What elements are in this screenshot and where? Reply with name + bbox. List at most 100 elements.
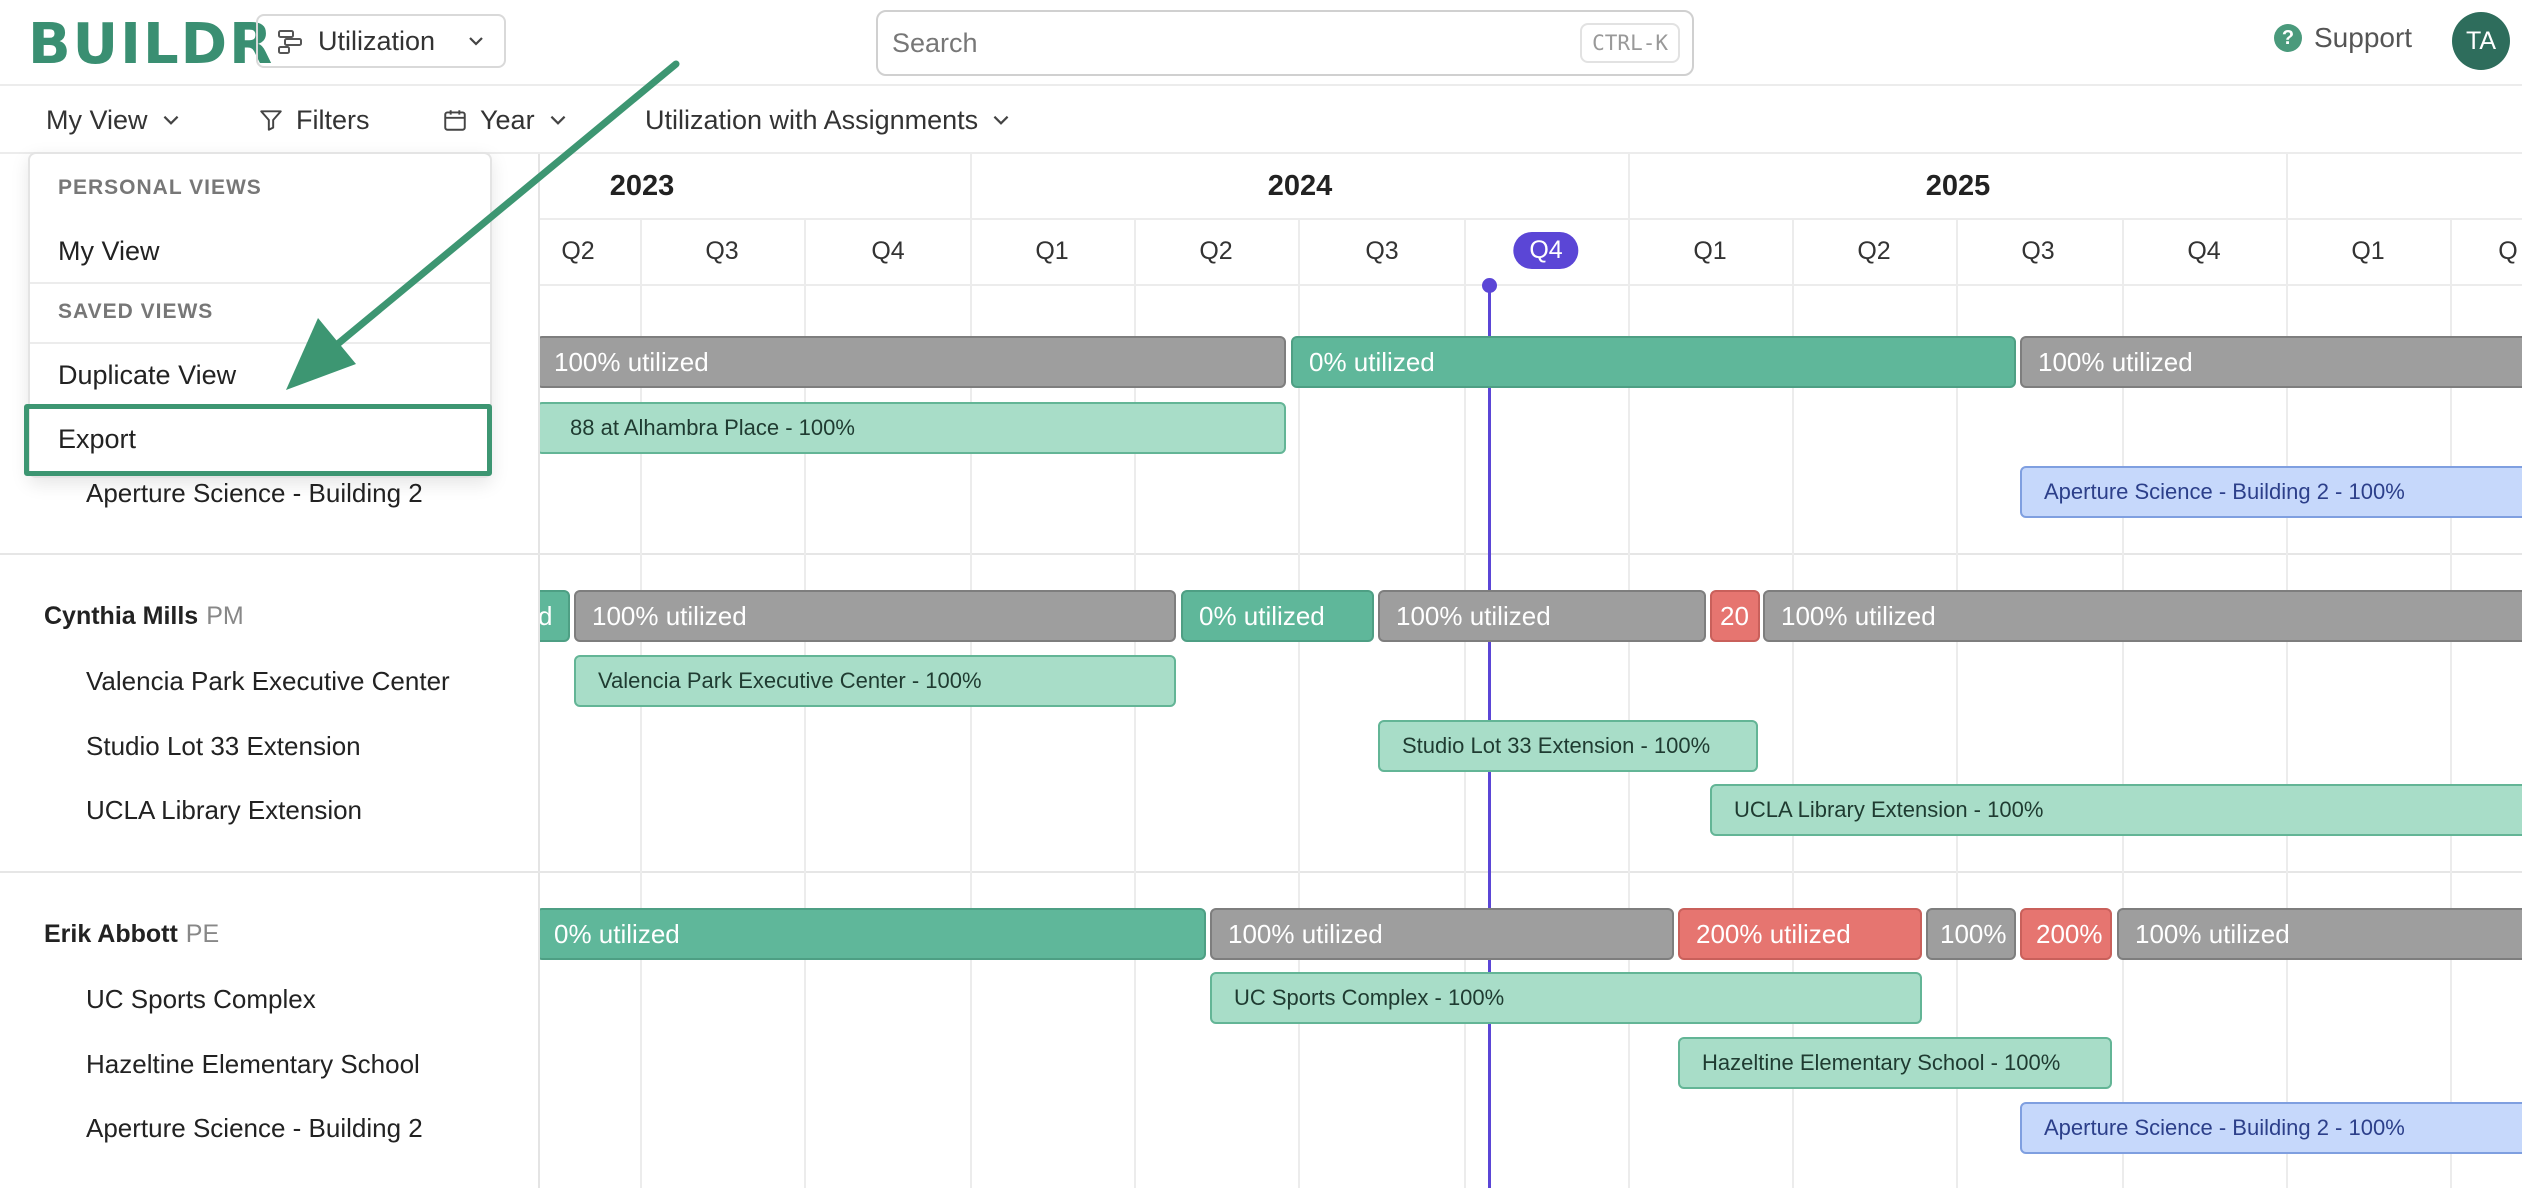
quarter-label: Q4: [871, 237, 905, 265]
person-row-cynthia-mills[interactable]: Cynthia Mills PM: [44, 602, 244, 631]
person-name: Erik Abbott: [44, 920, 178, 948]
grid-line: [2122, 220, 2124, 1188]
assignment-bar[interactable]: Aperture Science - Building 2 - 100%: [2020, 1102, 2522, 1154]
chevron-down-icon: [469, 37, 483, 46]
filter-icon: [260, 110, 282, 131]
chevron-down-icon: [550, 115, 565, 125]
utilization-bar[interactable]: 100% utilized: [1210, 908, 1674, 960]
mode-dropdown[interactable]: Utilization with Assignments: [645, 102, 1012, 138]
utilization-bar[interactable]: 100% utilized: [540, 336, 1286, 388]
timeline-icon: [278, 30, 302, 54]
assignment-bar[interactable]: Hazeltine Elementary School - 100%: [1678, 1037, 2112, 1089]
project-row-label[interactable]: Aperture Science - Building 2: [86, 1113, 423, 1143]
support-label: Support: [2314, 22, 2413, 53]
current-quarter-badge: Q4: [1513, 232, 1579, 269]
search-placeholder: Search: [892, 27, 978, 58]
quarter-label: Q4: [2187, 237, 2221, 265]
year-label: 2024: [1267, 170, 1333, 202]
filters-label: Filters: [296, 104, 370, 135]
assignment-bar[interactable]: Aperture Science - Building 2 - 100%: [2020, 466, 2522, 518]
utilization-bar[interactable]: 100% utilized: [574, 590, 1176, 642]
user-avatar[interactable]: TA: [2452, 12, 2510, 70]
grid-line: [1792, 220, 1794, 1188]
today-marker-dot: [1482, 278, 1497, 293]
quarter-label: Q3: [2021, 237, 2055, 265]
row-divider: [0, 871, 2522, 873]
export-highlight-box: [24, 404, 492, 476]
view-selector-label: Utilization: [318, 25, 436, 56]
utilization-bar[interactable]: 100% u: [1926, 908, 2016, 960]
chevron-down-icon: [163, 115, 178, 125]
menu-item-duplicate-view[interactable]: Duplicate View: [58, 360, 237, 390]
project-row-label[interactable]: UC Sports Complex: [86, 984, 316, 1014]
grid-line: [1298, 220, 1300, 1188]
mode-label: Utilization with Assignments: [645, 104, 979, 135]
utilization-bar[interactable]: 0% utilized: [1181, 590, 1374, 642]
quarter-label: Q: [2498, 237, 2518, 265]
project-row-label[interactable]: Aperture Science - Building 2: [86, 478, 423, 508]
project-row-label[interactable]: UCLA Library Extension: [86, 795, 363, 825]
grid-line: [1464, 220, 1466, 1188]
utilization-bar[interactable]: 0% utilized: [1291, 336, 2016, 388]
assignment-bar[interactable]: UC Sports Complex - 100%: [1210, 972, 1922, 1024]
menu-item-my-view[interactable]: My View: [58, 236, 160, 266]
menu-section-saved: SAVED VIEWS: [58, 300, 214, 323]
person-name: Cynthia Mills: [44, 602, 199, 630]
utilization-bar[interactable]: 200% utilized: [1678, 908, 1922, 960]
search-input[interactable]: Search CTRL-K: [876, 10, 1694, 76]
menu-divider: [30, 282, 490, 284]
project-row-label[interactable]: Valencia Park Executive Center: [86, 666, 450, 696]
chevron-down-icon: [993, 115, 1009, 125]
timeline-grid: 2023 2024 2025 Q2 Q3 Q4 Q1 Q2 Q3 Q4 Q1 Q…: [540, 154, 2522, 1188]
filters-button[interactable]: Filters: [258, 102, 370, 138]
project-row-label[interactable]: Studio Lot 33 Extension: [86, 731, 361, 761]
quarter-label: Q1: [2351, 237, 2385, 265]
utilization-bar[interactable]: 100% utilized: [2020, 336, 2522, 388]
utilization-bar[interactable]: 20: [1710, 590, 1760, 642]
row-divider: [0, 553, 2522, 555]
utilization-bar[interactable]: 100% utilized: [1378, 590, 1706, 642]
search-shortcut-badge: CTRL-K: [1580, 23, 1680, 63]
calendar-icon: [444, 110, 466, 131]
assignment-bar[interactable]: Valencia Park Executive Center - 100%: [574, 655, 1176, 707]
utilization-bar[interactable]: 200%: [2020, 908, 2112, 960]
quarter-label: Q1: [1035, 237, 1069, 265]
utilization-bar[interactable]: 100% utilized: [2117, 908, 2522, 960]
period-label: Year: [480, 104, 535, 135]
grid-line: [2450, 220, 2452, 1188]
view-selector[interactable]: Utilization: [256, 14, 506, 68]
menu-section-personal: PERSONAL VIEWS: [58, 176, 262, 199]
quarter-label: Q2: [1199, 237, 1233, 265]
utilization-bar[interactable]: 100% utilized: [1763, 590, 2522, 642]
my-view-dropdown[interactable]: My View: [46, 102, 182, 138]
period-dropdown[interactable]: Year: [442, 102, 569, 138]
year-label: 2023: [609, 170, 675, 202]
quarter-label: Q2: [561, 237, 595, 265]
support-link[interactable]: ? Support: [2274, 22, 2412, 54]
person-role: PM: [206, 602, 244, 630]
quarter-header-row: Q2 Q3 Q4 Q1 Q2 Q3 Q4 Q1 Q2 Q3 Q4 Q1 Q: [540, 220, 2522, 286]
utilization-bar[interactable]: 0% utilized: [540, 908, 1206, 960]
quarter-label: Q2: [1857, 237, 1891, 265]
grid-line: [2286, 154, 2288, 1188]
top-bar: BUILDR Utilization Search CTRL-K ? Suppo…: [0, 0, 2522, 86]
year-header-row: 2023 2024 2025: [540, 154, 2522, 220]
project-row-label[interactable]: Hazeltine Elementary School: [86, 1049, 420, 1079]
menu-item-export[interactable]: Export: [58, 424, 137, 454]
my-view-label: My View: [46, 104, 148, 135]
utilization-bar[interactable]: d: [540, 590, 570, 642]
assignment-bar[interactable]: 88 at Alhambra Place - 100%: [540, 402, 1286, 454]
app-logo[interactable]: BUILDR: [28, 12, 275, 77]
quarter-label: Q1: [1693, 237, 1727, 265]
quarter-label: Q3: [1365, 237, 1399, 265]
person-role: PE: [185, 920, 220, 948]
grid-line: [1956, 220, 1958, 1188]
toolbar: My View Filters Year Utilization with As…: [0, 88, 2522, 154]
year-label: 2025: [1925, 170, 1991, 202]
assignment-bar[interactable]: Studio Lot 33 Extension - 100%: [1378, 720, 1758, 772]
grid-line: [1628, 154, 1630, 1188]
help-circle-icon: ?: [2274, 24, 2302, 52]
assignment-bar[interactable]: UCLA Library Extension - 100%: [1710, 784, 2522, 836]
person-row-erik-abbott[interactable]: Erik Abbott PE: [44, 920, 219, 949]
quarter-label: Q3: [705, 237, 739, 265]
